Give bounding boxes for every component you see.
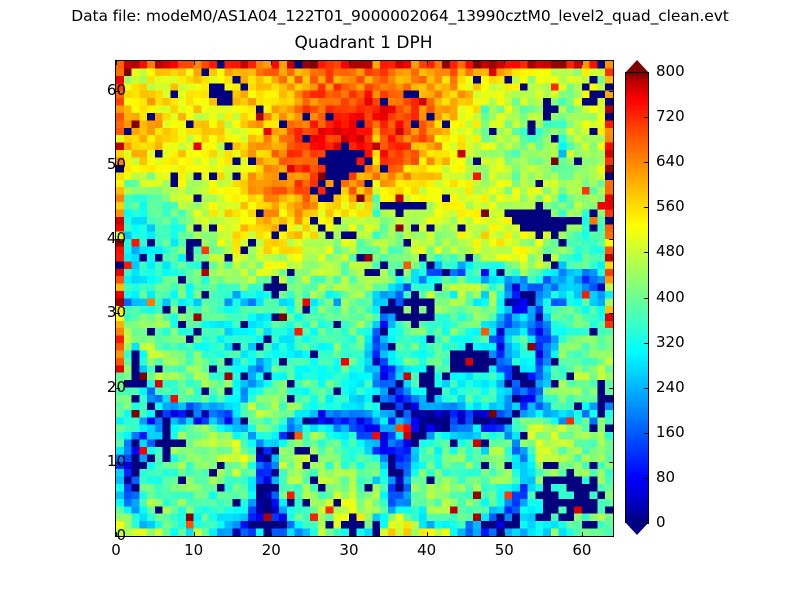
y-tick-mark-right — [609, 90, 613, 92]
colorbar-tick-mark — [644, 342, 649, 344]
y-tick-mark-right — [609, 461, 613, 463]
x-tick-mark — [116, 532, 117, 536]
y-tick-label: 60 — [106, 80, 126, 99]
x-tick-label: 40 — [417, 541, 437, 559]
y-tick-label: 20 — [106, 377, 126, 396]
colorbar-tick-mark — [644, 477, 649, 479]
colorbar-over-arrow-icon — [625, 60, 649, 73]
x-tick-mark-top — [193, 61, 195, 65]
x-tick-label: 60 — [572, 541, 592, 559]
x-tick-mark-top — [116, 61, 117, 65]
colorbar-tick-mark — [644, 432, 649, 434]
x-tick-label: 0 — [111, 541, 121, 559]
x-tick-mark — [504, 532, 506, 536]
y-tick-mark — [116, 313, 120, 315]
colorbar-tick-mark — [644, 297, 649, 299]
x-tick-mark — [193, 532, 195, 536]
colorbar-tick-label: 640 — [656, 152, 685, 171]
x-tick-mark — [581, 532, 583, 536]
colorbar-tick-mark — [644, 162, 649, 164]
colorbar-tick-label: 160 — [656, 422, 685, 441]
x-tick-mark-top — [426, 61, 428, 65]
y-tick-mark-right — [609, 313, 613, 315]
page-title: Quadrant 1 DPH — [294, 33, 433, 53]
y-tick-mark — [116, 461, 120, 463]
detector-plane-heatmap[interactable] — [116, 61, 613, 536]
y-tick-mark — [116, 387, 120, 389]
y-tick-label: 30 — [106, 303, 126, 322]
x-tick-label: 50 — [494, 541, 514, 559]
y-tick-label: 10 — [106, 451, 126, 470]
x-tick-label: 10 — [184, 541, 204, 559]
colorbar-under-arrow-icon — [625, 522, 649, 535]
y-tick-mark-right — [609, 239, 613, 241]
colorbar-tick-mark — [644, 252, 649, 254]
y-tick-mark — [116, 239, 120, 241]
colorbar-tick-mark — [644, 207, 649, 209]
data-file-suptitle: Data file: modeM0/AS1A04_122T01_90000020… — [71, 7, 729, 25]
y-tick-mark-right — [609, 164, 613, 166]
x-tick-mark-top — [581, 61, 583, 65]
x-tick-label: 30 — [339, 541, 359, 559]
x-tick-mark-top — [348, 61, 350, 65]
y-tick-mark-right — [609, 387, 613, 389]
x-tick-mark — [348, 532, 350, 536]
colorbar-tick-label: 720 — [656, 107, 685, 126]
colorbar-tick-label: 0 — [656, 513, 666, 531]
colorbar-tick-label: 560 — [656, 197, 685, 216]
colorbar[interactable]: 0 80 160 240 320 400 480 560 640 720 800 — [625, 60, 685, 535]
x-tick-label: 20 — [261, 541, 281, 559]
x-tick-mark-top — [271, 61, 273, 65]
y-tick-mark — [116, 164, 120, 166]
y-tick-mark-right — [609, 536, 613, 537]
colorbar-tick-mark — [644, 523, 649, 524]
colorbar-tick-label: 400 — [656, 287, 685, 306]
y-tick-mark — [116, 90, 120, 92]
colorbar-tick-label: 80 — [656, 467, 676, 486]
y-tick-mark — [116, 536, 120, 537]
x-tick-mark — [426, 532, 428, 536]
colorbar-tick-label: 800 — [656, 62, 685, 80]
y-tick-label: 0 — [116, 526, 126, 544]
y-tick-label: 40 — [106, 229, 126, 248]
x-tick-mark-top — [504, 61, 506, 65]
colorbar-tick-mark — [644, 117, 649, 119]
heatmap-axes[interactable]: 0 10 20 30 40 50 60 0 10 20 30 40 50 60 — [107, 60, 614, 559]
colorbar-tick-mark — [644, 387, 649, 389]
colorbar-tick-label: 240 — [656, 377, 685, 396]
colorbar-tick-label: 320 — [656, 332, 685, 351]
colorbar-tick-mark — [644, 72, 649, 73]
x-tick-mark — [271, 532, 273, 536]
colorbar-tick-label: 480 — [656, 242, 685, 261]
y-tick-label: 50 — [106, 154, 126, 173]
